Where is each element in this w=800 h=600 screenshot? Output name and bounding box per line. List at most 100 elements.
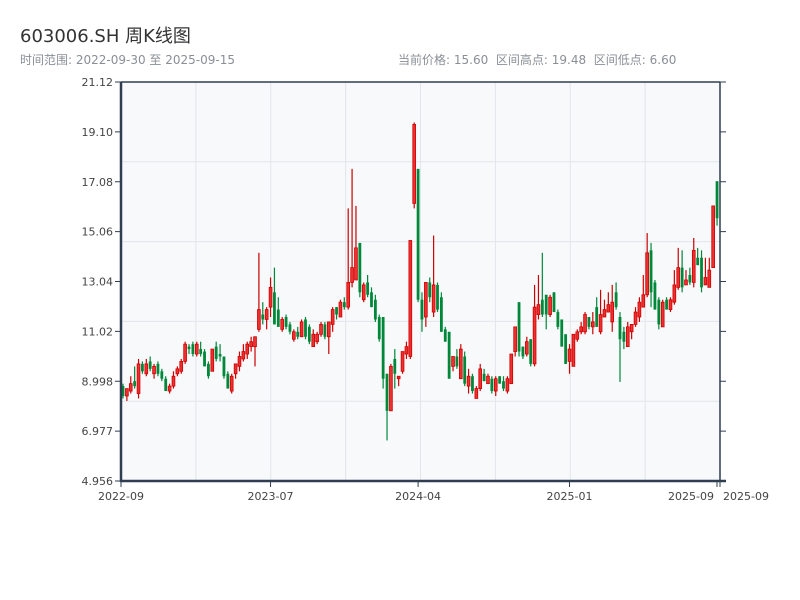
candle-body [587, 316, 591, 327]
candle [672, 270, 677, 305]
candle [167, 383, 172, 394]
candle-body [502, 381, 505, 389]
candle [323, 321, 327, 340]
candle [680, 250, 684, 293]
candle-body [525, 341, 529, 355]
candle [304, 316, 307, 340]
candle-body [304, 319, 307, 337]
candle-body [377, 316, 381, 340]
candle [536, 275, 541, 320]
candle [482, 368, 486, 382]
candle [571, 333, 576, 367]
candle-body [191, 344, 195, 355]
candle-body [529, 339, 533, 364]
candle [361, 282, 366, 303]
candle-body [505, 378, 510, 392]
candle [668, 297, 673, 313]
candle [637, 297, 642, 322]
candle [493, 376, 498, 396]
candle-body [315, 333, 319, 343]
candle-body [540, 299, 544, 315]
candle [598, 289, 603, 335]
stat-current-value: 15.60 [453, 53, 489, 67]
candle-body [668, 299, 673, 310]
candle-body [264, 309, 269, 320]
candle [540, 252, 544, 317]
candle [618, 312, 622, 382]
candle [210, 348, 215, 372]
candle-body [591, 321, 595, 328]
candle-body [237, 356, 242, 367]
y-tick-label: 4.956 [82, 475, 114, 488]
candle-body [396, 375, 401, 380]
candle [229, 373, 234, 394]
candle-body [431, 284, 436, 313]
candle [342, 297, 346, 310]
candle-body [595, 307, 599, 327]
candle-body [222, 356, 226, 377]
candle [237, 351, 242, 372]
candle-body [711, 205, 715, 269]
candle-body [125, 388, 129, 397]
candle-body [715, 181, 719, 219]
candle [660, 299, 665, 328]
date-range-text: 时间范围: 2022-09-30 至 2025-09-15 [20, 53, 235, 67]
candle-body [625, 326, 630, 348]
candle-body [249, 341, 253, 348]
candle-body [544, 294, 548, 315]
y-tick-label: 13.04 [82, 276, 114, 289]
candle [199, 341, 203, 357]
candle-body [330, 309, 335, 325]
candle [502, 376, 505, 392]
page-title: 603006.SH 周K线图 [20, 26, 191, 47]
candle-body [466, 375, 471, 387]
candle [416, 168, 420, 303]
candle [280, 316, 284, 332]
y-tick-label: 19.10 [82, 126, 114, 139]
candle-body [536, 304, 541, 315]
candle-body [194, 343, 199, 355]
candle [183, 341, 187, 364]
candle-body [428, 282, 432, 298]
candle-body [436, 284, 439, 310]
candle-body [629, 324, 634, 333]
candle [249, 336, 253, 352]
candle-body [354, 247, 358, 281]
candle [567, 344, 572, 374]
candle [315, 331, 319, 345]
candle [490, 376, 494, 394]
candle [478, 363, 483, 392]
candle [121, 383, 125, 399]
candle [175, 366, 180, 377]
candle-body [579, 326, 583, 333]
candle [141, 361, 144, 374]
candle-body [637, 301, 642, 318]
candle-body [513, 326, 517, 352]
candle [691, 238, 696, 288]
candle-body [156, 363, 160, 374]
candle [393, 349, 397, 389]
candle [164, 376, 168, 392]
candle-body [276, 309, 280, 327]
candle [509, 353, 514, 385]
candle [257, 252, 261, 332]
candle-body [179, 361, 184, 372]
candle-body [610, 301, 615, 323]
candle-body [338, 301, 343, 318]
candle [385, 373, 389, 441]
candle-body [447, 331, 451, 379]
candle-body [203, 351, 206, 367]
candle-body [614, 292, 618, 308]
candle [676, 247, 681, 290]
candle-body [424, 282, 428, 318]
candle [241, 344, 246, 362]
candle [587, 316, 591, 330]
candle [354, 205, 358, 281]
candle [552, 292, 556, 313]
candle [203, 349, 206, 367]
candle [544, 294, 548, 330]
candle [222, 356, 226, 379]
candle [370, 287, 373, 308]
candle-body [226, 373, 230, 389]
candle [517, 302, 521, 357]
